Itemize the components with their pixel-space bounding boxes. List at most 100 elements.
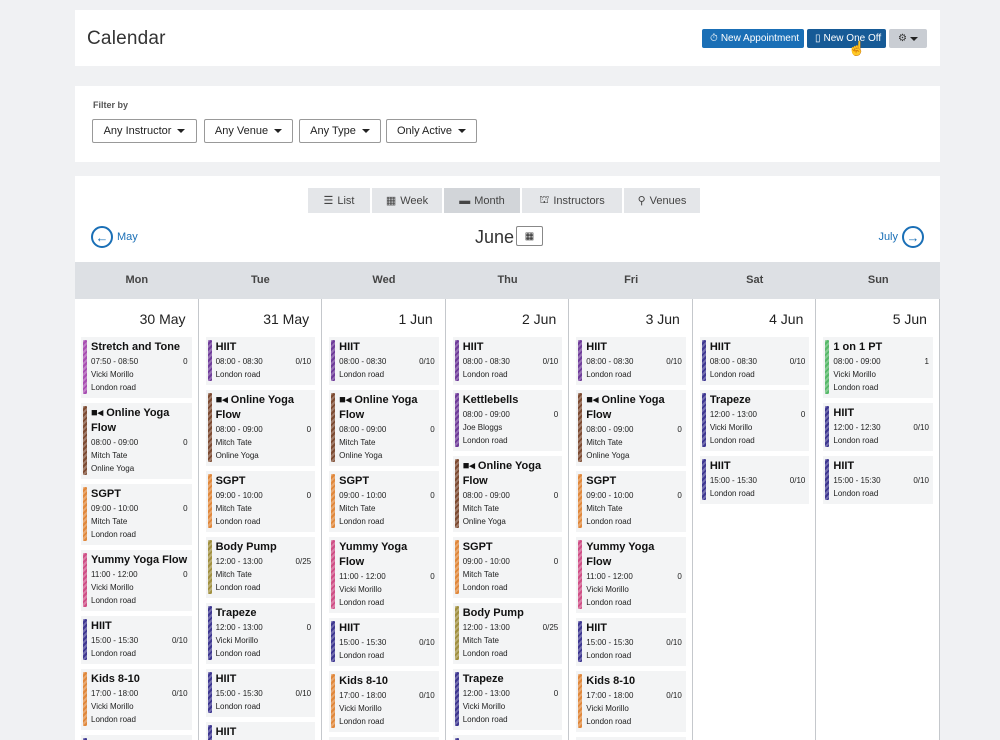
- instructor-filter-dropdown[interactable]: Any Instructor: [92, 119, 197, 143]
- event-card[interactable]: ■◂ Online Yoga Flow 08:00 - 09:00 0 Mitch T…: [329, 390, 439, 466]
- tab-instructors[interactable]: ⛫ Instructors: [522, 188, 622, 213]
- caret-down-icon: [458, 129, 467, 133]
- event-card[interactable]: Trapeze 12:00 - 13:00 0 Vicki Morillo London…: [699, 390, 810, 451]
- event-card[interactable]: HIIT 15:00 - 15:30 0/10 London road: [699, 456, 810, 504]
- event-card[interactable]: HIIT 08:00 - 08:30 0/10 London road: [452, 337, 563, 385]
- event-card[interactable]: HIIT 15:00 - 15:30 0/10 London road: [205, 669, 316, 717]
- tab-venues[interactable]: ⚲ Venues: [624, 188, 700, 213]
- event-card[interactable]: Kids 8-10 17:00 - 18:00 0/10 Vicki Morillo L…: [81, 669, 192, 730]
- tab-list-label: List: [337, 194, 355, 207]
- event-card[interactable]: ■◂ Online Yoga Flow 08:00 - 09:00 0 Mitch T…: [576, 390, 686, 466]
- day-date: 1 Jun: [398, 311, 433, 327]
- event-instructor: Vicki Morillo: [91, 583, 134, 592]
- event-card[interactable]: HIIT 12:00 - 12:30 0/10 London road: [823, 403, 933, 451]
- month-picker-button[interactable]: ▦: [516, 226, 543, 246]
- type-filter-dropdown[interactable]: Any Type: [299, 119, 381, 143]
- day-header: Wed: [372, 274, 396, 286]
- event-title: ■◂ Online Yoga Flow: [586, 393, 682, 423]
- event-card[interactable]: HIIT18:00 - 18:300/10: [205, 722, 316, 740]
- event-card[interactable]: SGPT 09:00 - 10:00 0 Mitch Tate London road: [576, 471, 686, 532]
- event-card[interactable]: HIIT 15:00 - 15:30 0/10 London road: [81, 616, 192, 664]
- event-card[interactable]: Trapeze 12:00 - 13:00 0 Vicki Morillo London…: [452, 669, 563, 730]
- event-venue: London road: [586, 598, 632, 607]
- tab-month[interactable]: ▬ Month: [444, 188, 520, 213]
- event-instructor: Mitch Tate: [215, 438, 252, 447]
- event-card[interactable]: Kids 8-10 17:00 - 18:00 0/10 Vicki Morillo L…: [576, 671, 686, 732]
- event-time-row: 15:00 - 15:30 0/10: [710, 474, 806, 487]
- event-booking-count: 0/10: [666, 638, 682, 647]
- event-color-bar: [454, 738, 459, 740]
- event-card[interactable]: Trapeze: [81, 735, 192, 740]
- event-booking-count: 0/10: [666, 691, 682, 700]
- day-column: 1 Jun HIIT 08:00 - 08:30 0/10 London road ■◂ …: [322, 299, 446, 740]
- event-card[interactable]: SGPT 09:00 - 10:00 0 Mitch Tate London road: [205, 471, 316, 532]
- type-filter-value: Any Type: [310, 125, 356, 137]
- event-card[interactable]: HIIT 15:00 - 15:30 0/10 London road: [576, 618, 686, 666]
- event-venue: Online Yoga: [339, 451, 383, 460]
- event-color-bar: [331, 621, 336, 662]
- event-venue: Online Yoga: [462, 517, 506, 526]
- new-appointment-button[interactable]: ⏱ New Appointment: [702, 29, 804, 48]
- event-card[interactable]: HIIT 08:00 - 08:30 0/10 London road: [576, 337, 686, 385]
- event-card[interactable]: HIIT 15:00 - 15:30 0/10 London road: [329, 618, 439, 666]
- tab-venues-label: Venues: [649, 194, 687, 207]
- event-booking-count: 0/25: [295, 557, 312, 566]
- hand-cursor-icon: ☝: [848, 40, 866, 56]
- event-instructor: Mitch Tate: [215, 570, 252, 579]
- active-filter-dropdown[interactable]: Only Active: [386, 119, 477, 143]
- event-card[interactable]: Kettlebells 08:00 - 09:00 0 Joe Bloggs Londo…: [452, 390, 563, 451]
- event-color-bar: [454, 393, 459, 447]
- next-month-button[interactable]: July →: [878, 226, 924, 248]
- event-booking-count: 0/10: [913, 476, 929, 485]
- tab-week[interactable]: ▦ Week: [372, 188, 442, 213]
- event-card[interactable]: Yummy Yoga Flow 11:00 - 12:00 0 Vicki Moril…: [329, 537, 439, 613]
- event-card[interactable]: Trapeze17:00 - 18:000/15: [576, 737, 686, 740]
- event-venue: London road: [462, 583, 508, 592]
- new-one-off-button[interactable]: ▯ New One Off: [807, 29, 886, 48]
- event-time: 12:00 - 13:00: [215, 623, 263, 632]
- event-card[interactable]: Body Pump 12:00 - 13:00 0/25 Mitch Tate Lond…: [452, 603, 563, 664]
- event-title-text: HIIT: [339, 622, 360, 634]
- event-title-text: Kids 8-10: [586, 675, 636, 687]
- event-title: 1 on 1 PT: [833, 340, 929, 355]
- event-title-text: HIIT: [709, 341, 731, 353]
- event-card[interactable]: HIIT 15:00 - 15:30 0/10 London road: [823, 456, 933, 504]
- event-card[interactable]: HIIT 08:00 - 08:30 0/10 London road: [205, 337, 316, 385]
- event-card[interactable]: HIIT 08:00 - 08:30 0/10 London road: [699, 337, 810, 385]
- event-card[interactable]: ■◂ Online Yoga Flow 08:00 - 09:00 0 Mitch T…: [452, 456, 563, 532]
- event-card[interactable]: ■◂ Online Yoga Flow 08:00 - 09:00 0 Mitch T…: [81, 403, 192, 479]
- arrow-right-icon: →: [902, 226, 924, 248]
- event-card[interactable]: SGPT 09:00 - 10:00 0 Mitch Tate London road: [452, 537, 563, 598]
- venue-filter-dropdown[interactable]: Any Venue: [204, 119, 293, 143]
- event-time: 17:00 - 18:00: [339, 691, 387, 700]
- event-venue: London road: [586, 370, 632, 379]
- event-time: 12:00 - 13:00: [462, 689, 510, 698]
- event-title: Kids 8-10: [339, 674, 435, 689]
- event-time: 09:00 - 10:00: [215, 491, 263, 500]
- event-title-text: HIIT: [462, 341, 484, 353]
- tab-list[interactable]: ☰ List: [308, 188, 370, 213]
- event-time: 09:00 - 10:00: [462, 557, 510, 566]
- event-venue: London road: [833, 383, 879, 392]
- event-card[interactable]: HIIT: [452, 735, 563, 740]
- tab-month-label: Month: [474, 194, 505, 207]
- prev-month-button[interactable]: ← May: [91, 226, 138, 248]
- event-card[interactable]: SGPT 09:00 - 10:00 0 Mitch Tate London road: [81, 484, 192, 545]
- event-card[interactable]: 1 on 1 PT 08:00 - 09:00 1 Vicki Morillo Lond…: [823, 337, 933, 398]
- event-card[interactable]: ■◂ Online Yoga Flow 08:00 - 09:00 0 Mitch T…: [205, 390, 316, 466]
- event-card[interactable]: HIIT 08:00 - 08:30 0/10 London road: [329, 337, 439, 385]
- event-instructor: Vicki Morillo: [833, 370, 876, 379]
- video-camera-icon: ■◂: [339, 394, 355, 406]
- event-card[interactable]: Stretch and Tone 07:50 - 08:50 0 Vicki Mori…: [81, 337, 192, 398]
- event-card[interactable]: SGPT 09:00 - 10:00 0 Mitch Tate London road: [329, 471, 439, 532]
- event-card[interactable]: Body Pump 12:00 - 13:00 0/25 Mitch Tate Lond…: [205, 537, 316, 598]
- day-column: 31 May HIIT 08:00 - 08:30 0/10 London road ■◂…: [198, 299, 323, 740]
- event-card[interactable]: Trapeze 12:00 - 13:00 0 Vicki Morillo London…: [205, 603, 316, 664]
- event-card[interactable]: Trapeze17:00 - 18:000/15: [329, 737, 439, 740]
- event-time: 12:00 - 12:30: [833, 423, 881, 432]
- event-booking-count: 0/25: [542, 623, 559, 632]
- event-card[interactable]: Yummy Yoga Flow 11:00 - 12:00 0 Vicki Moril…: [576, 537, 686, 613]
- event-card[interactable]: Kids 8-10 17:00 - 18:00 0/10 Vicki Morillo L…: [329, 671, 439, 732]
- settings-dropdown-button[interactable]: ⚙: [889, 29, 927, 48]
- event-card[interactable]: Yummy Yoga Flow 11:00 - 12:00 0 Vicki Moril…: [81, 550, 192, 611]
